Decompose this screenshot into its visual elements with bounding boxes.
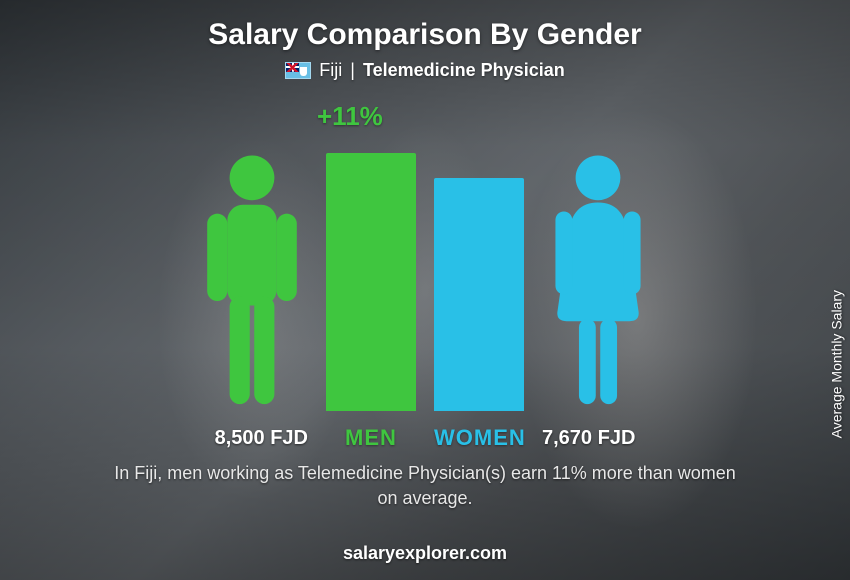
subtitle-row: Fiji | Telemedicine Physician [0,60,850,81]
men-bar [326,153,416,411]
women-bar [434,178,524,411]
source-label: salaryexplorer.com [0,543,850,564]
man-icon [196,153,308,411]
chart-row [125,153,725,411]
description-text: In Fiji, men working as Telemedicine Phy… [105,461,745,511]
job-title-label: Telemedicine Physician [363,60,565,81]
delta-label: +11% [317,101,383,132]
labels-row: 8,500 FJD MEN WOMEN 7,670 FJD [125,425,725,451]
men-salary: 8,500 FJD [196,427,308,450]
women-salary: 7,670 FJD [542,427,654,450]
woman-icon [542,153,654,411]
fiji-flag-icon [285,62,311,79]
page-title: Salary Comparison By Gender [0,0,850,52]
separator: | [350,60,355,81]
y-axis-label: Average Monthly Salary [828,290,844,438]
chart-area: +11% [125,101,725,451]
country-label: Fiji [319,60,342,81]
men-label: MEN [326,425,416,451]
women-label: WOMEN [434,425,524,451]
